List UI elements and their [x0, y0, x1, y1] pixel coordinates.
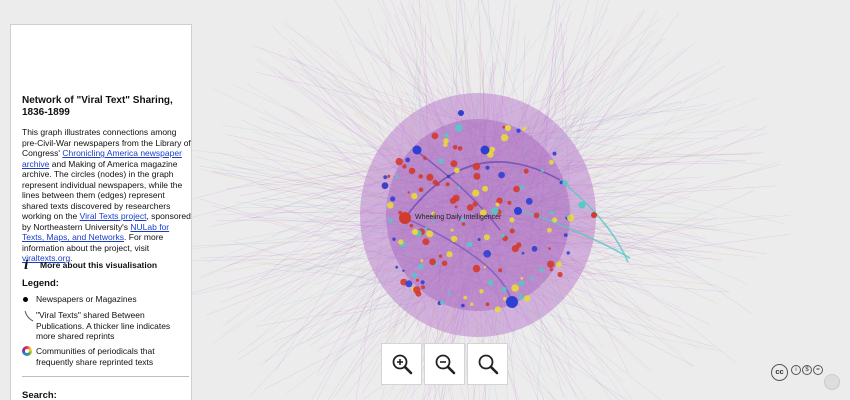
panel-title: Network of "Viral Text" Sharing, 1836-18…	[22, 95, 173, 118]
cc-by-icon: i	[791, 365, 801, 375]
viral-texts-project-link[interactable]: Viral Texts project	[79, 211, 147, 221]
node-dot-icon	[22, 294, 34, 306]
nulab-link[interactable]: NULab for Texts, Maps, and Networks	[22, 221, 170, 243]
edge-line-icon	[22, 310, 34, 322]
zoom-out-icon	[435, 354, 456, 375]
node-label-highlight: Wheeling Daily Intelligencer	[415, 214, 502, 221]
info-icon: i	[24, 258, 29, 272]
cc-nc-icon: $	[802, 365, 812, 375]
more-about-button[interactable]: i More about this visualisation	[22, 258, 187, 273]
more-about-label: More about this visualisation	[40, 260, 158, 270]
panel-description: This graph illustrates connections among…	[22, 127, 191, 263]
zoom-out-button[interactable]	[424, 343, 465, 385]
node-layer	[381, 110, 597, 313]
search-icon	[478, 354, 499, 375]
info-panel: Network of "Viral Text" Sharing, 1836-18…	[10, 24, 192, 400]
legend-title: Legend:	[22, 278, 59, 289]
zoom-in-button[interactable]	[381, 343, 422, 385]
cc-license-badge[interactable]: cc i $ =	[771, 364, 831, 382]
feedback-icon[interactable]	[824, 374, 840, 390]
zoom-in-icon	[392, 354, 413, 375]
color-wheel-icon	[22, 346, 34, 358]
chronicling-america-link[interactable]: Chronicling America newspaper archive	[22, 148, 182, 169]
cc-nd-icon: =	[813, 365, 823, 375]
viraltexts-org-link[interactable]: viraltexts.org	[22, 253, 71, 263]
edge-layer	[167, 0, 791, 400]
search-title: Search:	[22, 390, 57, 400]
cc-icon: cc	[771, 364, 788, 381]
panel-divider	[22, 376, 189, 377]
zoom-reset-button[interactable]	[467, 343, 508, 385]
